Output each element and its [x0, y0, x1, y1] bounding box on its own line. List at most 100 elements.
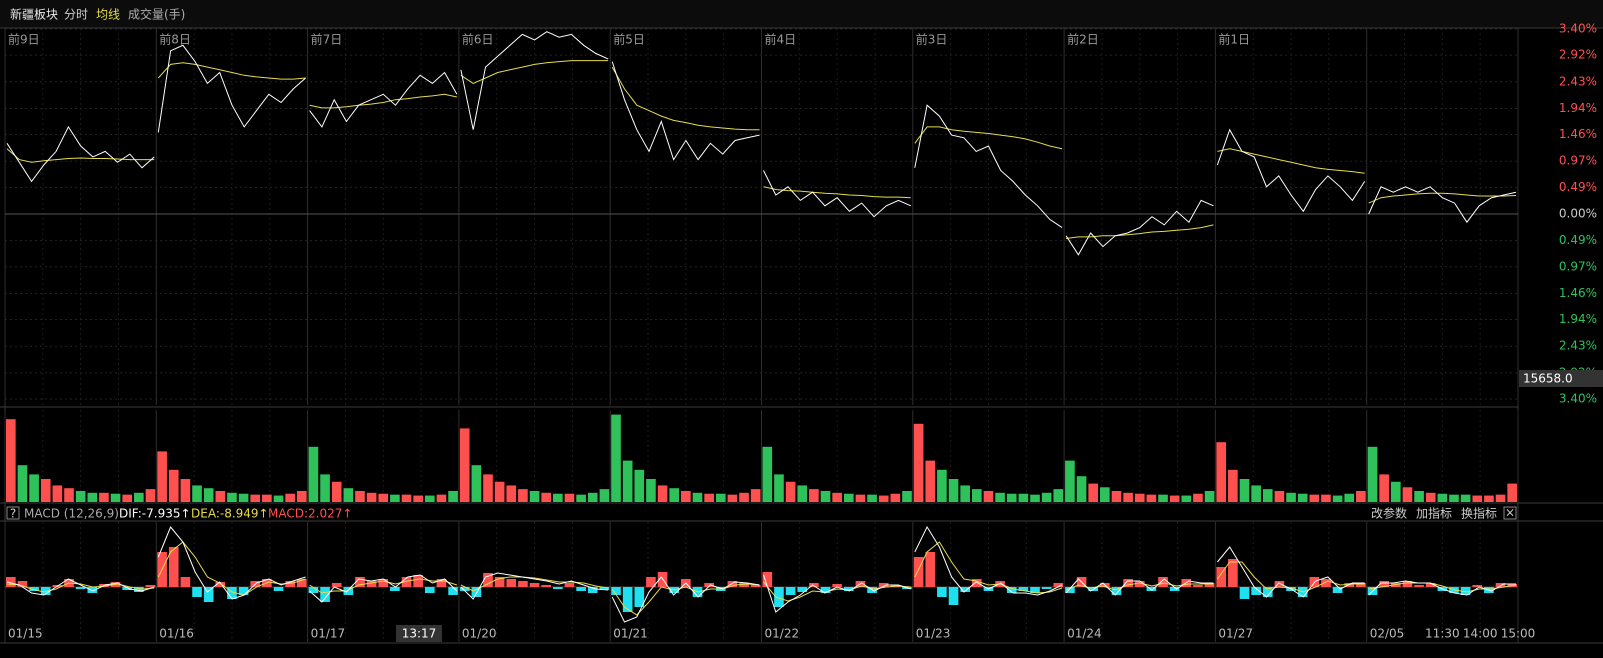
macd-bar — [424, 587, 435, 593]
crosshair-value: 15658.0 — [1523, 372, 1573, 386]
volume-bar — [401, 494, 412, 502]
volume-bar — [797, 485, 808, 502]
volume-bar — [1088, 483, 1099, 502]
volume-bar — [424, 495, 435, 502]
help-button[interactable] — [6, 506, 20, 520]
volume-bar — [459, 428, 470, 502]
volume-bar — [1402, 487, 1413, 502]
close-icon[interactable]: × — [1505, 506, 1515, 520]
macd-bar — [168, 547, 179, 587]
y-tick-label: 2.43% — [1559, 339, 1597, 353]
volume-bar — [925, 460, 936, 502]
price-line — [1368, 186, 1517, 224]
avg-line — [157, 62, 306, 80]
dif-line — [914, 525, 1063, 596]
volume-bar — [913, 423, 924, 502]
header-avg[interactable]: 均线 — [96, 8, 120, 22]
volume-bar — [413, 495, 423, 502]
macd-bar — [797, 587, 808, 592]
volume-bar — [483, 474, 493, 502]
volume-bar — [739, 492, 749, 502]
volume-bar — [1449, 494, 1459, 502]
macd-bar — [1332, 587, 1343, 593]
dea-line — [763, 581, 911, 602]
day-label: 前3日 — [916, 32, 948, 47]
avg-line — [460, 60, 609, 84]
header-bar — [0, 0, 1603, 28]
dif-line — [6, 578, 155, 596]
macd-bar — [1204, 583, 1215, 587]
y-tick-label: 0.49% — [1559, 233, 1597, 247]
toolbar-button[interactable]: 改参数 — [1371, 506, 1407, 521]
volume-bar — [203, 488, 214, 502]
macd-bar — [401, 577, 412, 587]
close-button[interactable] — [1503, 506, 1517, 520]
dif-line — [763, 574, 911, 613]
macd-bar — [145, 585, 156, 587]
avg-line — [611, 66, 760, 131]
header-volume[interactable]: 成交量(手) — [128, 7, 185, 22]
help-icon[interactable]: ? — [10, 507, 16, 521]
macd-bar — [29, 587, 39, 591]
macd-bar — [122, 587, 133, 590]
cursor-time: 13:17 — [402, 627, 437, 641]
macd-bar — [6, 577, 16, 587]
macd-bar — [1425, 583, 1436, 587]
volume-bar — [622, 460, 633, 502]
volume-bar — [506, 485, 517, 502]
cursor-time-box — [396, 625, 442, 642]
dif-line — [1217, 546, 1365, 598]
y-tick-label: 2.92% — [1559, 48, 1597, 62]
dea-line — [611, 583, 760, 616]
toolbar-button[interactable]: 加指标 — [1416, 506, 1452, 521]
macd-bar — [1134, 581, 1145, 587]
volume-bar — [448, 490, 458, 502]
y-tick-label: 1.94% — [1559, 101, 1597, 115]
volume-bar — [867, 494, 877, 502]
y-tick-label: 2.43% — [1559, 74, 1597, 88]
volume-bar — [587, 492, 598, 502]
macd-bar — [331, 583, 342, 587]
dif-line — [1065, 578, 1214, 596]
volume-bar — [599, 489, 610, 502]
volume-bar — [1367, 446, 1378, 502]
volume-bar — [890, 493, 901, 502]
y-tick-label: 1.94% — [1559, 312, 1597, 326]
volume-bar — [308, 446, 319, 502]
volume-bar — [983, 490, 994, 502]
macd-bar — [820, 587, 831, 593]
volume-bar — [902, 490, 912, 502]
volume-bar — [948, 479, 959, 502]
volume-bar — [518, 489, 528, 502]
x-tick-label: 01/22 — [765, 627, 800, 641]
volume-bar — [785, 481, 796, 502]
volume-bar — [704, 493, 714, 502]
y-tick-label: 0.49% — [1559, 180, 1597, 194]
toolbar-button[interactable]: 换指标 — [1461, 506, 1497, 521]
volume-bar — [1158, 494, 1168, 502]
macd-bar — [285, 581, 295, 587]
volume-bar — [646, 479, 656, 502]
volume-bar — [820, 490, 831, 502]
x-tick-label: 14:00 — [1463, 627, 1498, 641]
x-tick-label: 01/20 — [462, 627, 497, 641]
header-mode[interactable]: 分时 — [64, 8, 88, 22]
volume-bar — [1484, 495, 1494, 502]
macd-bar — [1065, 587, 1075, 593]
volume-bar — [1065, 460, 1075, 502]
macd-bar — [925, 552, 936, 587]
volume-bar — [809, 489, 819, 502]
macd-bar — [634, 587, 645, 607]
y-tick-label: 3.40% — [1559, 22, 1597, 36]
volume-bar — [995, 492, 1005, 502]
dif-line — [309, 574, 458, 603]
volume-bar — [1262, 489, 1273, 502]
volume-bar — [611, 414, 621, 502]
dif-label: DIF:-7.935↑ — [119, 507, 191, 521]
volume-bar — [366, 492, 377, 502]
macd-bar — [622, 587, 633, 612]
macd-bar — [1041, 587, 1052, 589]
volume-bar — [285, 493, 295, 502]
price-line — [611, 61, 760, 161]
macd-bar — [587, 587, 598, 593]
